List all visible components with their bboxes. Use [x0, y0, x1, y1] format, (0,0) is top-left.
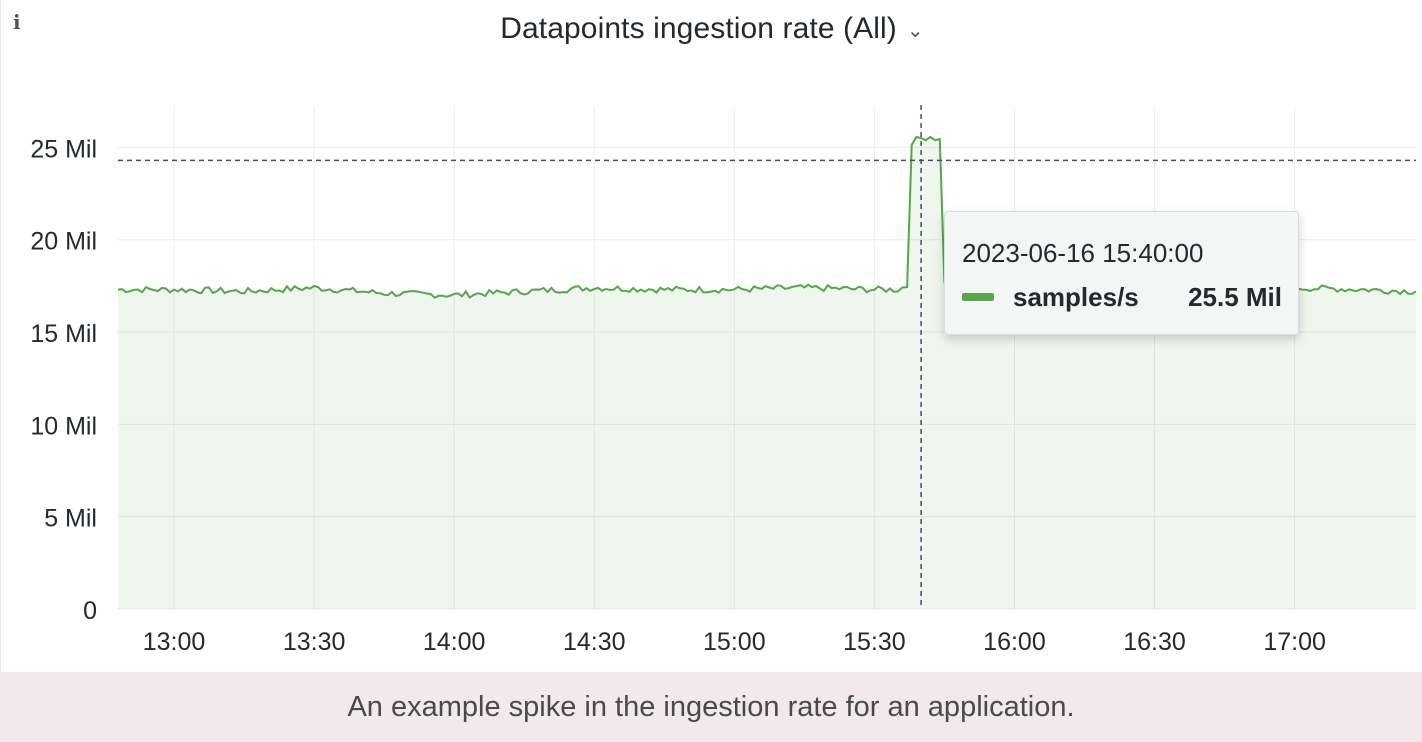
x-axis: 13:00 13:30 14:00 14:30 15:00 15:30 16:00 16:30… [143, 628, 1326, 656]
panel-header[interactable]: Datapoints ingestion rate (All) ⌄ [1, 12, 1422, 46]
x-tick-label: 14:00 [423, 628, 486, 656]
x-tick-label: 16:30 [1123, 628, 1186, 656]
area-layer [117, 135, 1417, 609]
y-tick-label: 5 Mil [44, 505, 97, 533]
chart-panel: i Datapoints ingestion rate (All) ⌄ 0 5 Mi… [0, 0, 1422, 672]
tooltip-time: 2023-06-16 15:40:00 [962, 238, 1204, 268]
y-tick-label: 10 Mil [30, 412, 97, 440]
x-tick-label: 14:30 [563, 628, 626, 656]
x-tick-label: 13:30 [283, 628, 346, 656]
x-tick-label: 13:00 [143, 628, 206, 656]
tooltip-series-name: samples/s [1013, 282, 1139, 312]
tooltip: 2023-06-16 15:40:00 samples/s 25.5 Mil [944, 211, 1299, 335]
x-tick-label: 15:30 [843, 628, 906, 656]
tooltip-value: 25.5 Mil [1188, 282, 1282, 312]
y-tick-label: 0 [83, 597, 97, 625]
chart-svg: 0 5 Mil 10 Mil 15 Mil 20 Mil 25 Mil 13:00 13:3… [30, 105, 1417, 656]
figure-caption: An example spike in the ingestion rate f… [0, 672, 1422, 742]
y-tick-label: 25 Mil [30, 135, 97, 163]
chevron-down-icon[interactable]: ⌄ [906, 19, 924, 42]
series-area-fill [118, 137, 1416, 609]
info-icon[interactable]: i [13, 10, 21, 34]
crosshair [118, 105, 1416, 609]
y-tick-label: 15 Mil [30, 320, 97, 348]
y-tick-label: 20 Mil [30, 228, 97, 256]
x-tick-label: 15:00 [703, 628, 766, 656]
y-axis: 0 5 Mil 10 Mil 15 Mil 20 Mil 25 Mil [30, 135, 97, 625]
tooltip-row: samples/s 25.5 Mil [962, 282, 1282, 312]
x-tick-label: 17:00 [1263, 628, 1326, 656]
panel-title[interactable]: Datapoints ingestion rate (All) [500, 12, 897, 45]
x-tick-label: 16:00 [983, 628, 1046, 656]
series-color-swatch [962, 293, 994, 301]
